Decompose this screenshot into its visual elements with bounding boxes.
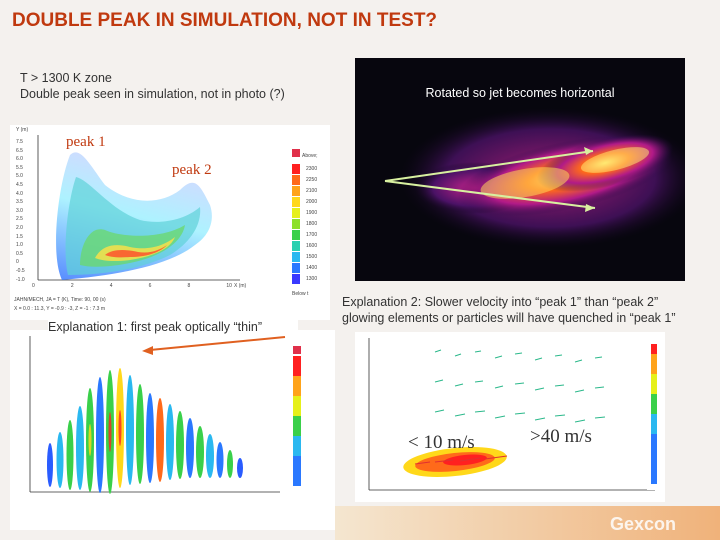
legend-value: 2000: [306, 198, 318, 205]
peak1-label: peak 1: [66, 134, 106, 150]
plot1-y-axis-label: Y (m): [16, 127, 29, 133]
legend-swatch: [292, 207, 300, 218]
y-tick: 0.5: [16, 250, 23, 257]
legend-value: 2300: [306, 165, 318, 172]
flame-slices: [47, 368, 243, 494]
velocity-vectors: [434, 349, 606, 423]
velocity-plot-svg: [368, 338, 665, 491]
x-tick: 6: [148, 283, 152, 289]
y-tick: 6.5: [16, 147, 23, 154]
legend-value: 2250: [306, 176, 318, 183]
y-tick: 0: [16, 259, 19, 266]
velocity-low-label: < 10 m/s: [408, 432, 475, 453]
gexcon-logo: Gexcon: [610, 514, 677, 534]
legend-swatch: [292, 251, 300, 262]
plot1-x-axis-label: X (m): [234, 283, 247, 289]
x-tick: 0: [32, 283, 35, 289]
plot1-caption-line1: JAHN/MECH, JA = T (K), Time: 90, 00 (s): [14, 297, 106, 303]
legend-swatch: [292, 149, 300, 157]
y-tick: -1.0: [16, 276, 25, 283]
y-tick: 6.0: [16, 156, 23, 163]
note-line2: Double peak seen in simulation, not in p…: [20, 87, 285, 101]
explanation2-line1: Explanation 2: Slower velocity into “pea…: [342, 295, 659, 309]
legend-swatch: [292, 240, 300, 251]
plot1-y-ticks: 7.5 6.5 6.0 5.5 5.0 4.5 4.0 3.5 3.0 2.5 …: [16, 139, 25, 285]
legend-value: 1300: [306, 275, 318, 282]
legend-swatch: [292, 229, 300, 240]
y-tick: 4.5: [16, 181, 23, 188]
plot1-x-ticks: 0 2 4 6 8 10: [32, 283, 232, 289]
jet-vectors: [414, 455, 508, 465]
x-tick: 8: [187, 283, 191, 289]
flame-photo-image: [355, 58, 685, 281]
legend-value: 1900: [306, 209, 318, 216]
velocity-high-label: >40 m/s: [530, 426, 592, 447]
y-tick: 2.5: [16, 216, 23, 223]
y-tick: 1.5: [16, 233, 23, 240]
explanation2-line2: glowing elements or particles will have …: [342, 311, 676, 325]
contour-plot: Y (m) X (m) 7.5 6.5 6.0 5.5 5.0 4.5 4.0 …: [10, 125, 330, 320]
x-tick: 4: [109, 283, 113, 289]
photo-caption: Rotated so jet becomes horizontal: [425, 86, 615, 100]
plot1-caption-line2: X = 0.0 : 11.3, Y = -0.9 : -3, Z = -1 : …: [14, 306, 106, 312]
slice-plot: Explanation 1: first peak optically “thi…: [10, 320, 335, 530]
x-tick: 2: [70, 283, 74, 289]
legend-value: 1600: [306, 242, 318, 249]
footer-band: [335, 506, 720, 540]
legend-scale: 2300 2250 2100 2000 1900 1800 1700 1600 …: [292, 163, 317, 284]
y-tick: 2.0: [16, 224, 23, 231]
legend-swatch: [292, 218, 300, 229]
legend-value: 2100: [306, 187, 318, 194]
legend-swatch: [292, 163, 300, 174]
y-tick: 7.5: [16, 139, 23, 145]
legend-swatch: [292, 174, 300, 185]
explanation2: Explanation 2: Slower velocity into “pea…: [342, 294, 720, 326]
legend-swatch: [292, 185, 300, 196]
y-tick: 3.0: [16, 207, 23, 214]
y-tick: 1.0: [16, 242, 23, 249]
legend-swatch: [292, 273, 300, 284]
contour-plot-svg: [37, 135, 240, 281]
slide-title: DOUBLE PEAK IN SIMULATION, NOT IN TEST?: [12, 10, 438, 31]
legend-swatch: [292, 262, 300, 273]
peak2-label: peak 2: [172, 162, 212, 178]
legend-swatch: [292, 196, 300, 207]
y-tick: 3.5: [16, 199, 23, 206]
legend-value: 1700: [306, 231, 318, 238]
legend-value: 1800: [306, 220, 318, 227]
legend-title: Above;: [302, 153, 318, 159]
note-line1: T > 1300 K zone: [20, 71, 112, 85]
slice-plot-svg: [29, 336, 330, 494]
y-tick: 5.5: [16, 164, 23, 171]
velocity-plot: [355, 332, 665, 502]
legend-value: 1500: [306, 253, 318, 260]
y-tick: 5.0: [16, 173, 23, 180]
plot1-legend: Above; 2300 2250 2100 2000 1900 1800 170…: [290, 147, 330, 297]
legend-value: 1400: [306, 264, 318, 271]
notes: T > 1300 K zone Double peak seen in simu…: [20, 70, 285, 102]
y-tick: 4.0: [16, 190, 23, 197]
y-tick: -0.5: [16, 267, 25, 274]
flame-photo: [355, 58, 685, 281]
explanation1: Explanation 1: first peak optically “thi…: [48, 320, 298, 334]
legend-footer: Below t: [292, 291, 309, 297]
x-tick: 10: [226, 283, 232, 289]
